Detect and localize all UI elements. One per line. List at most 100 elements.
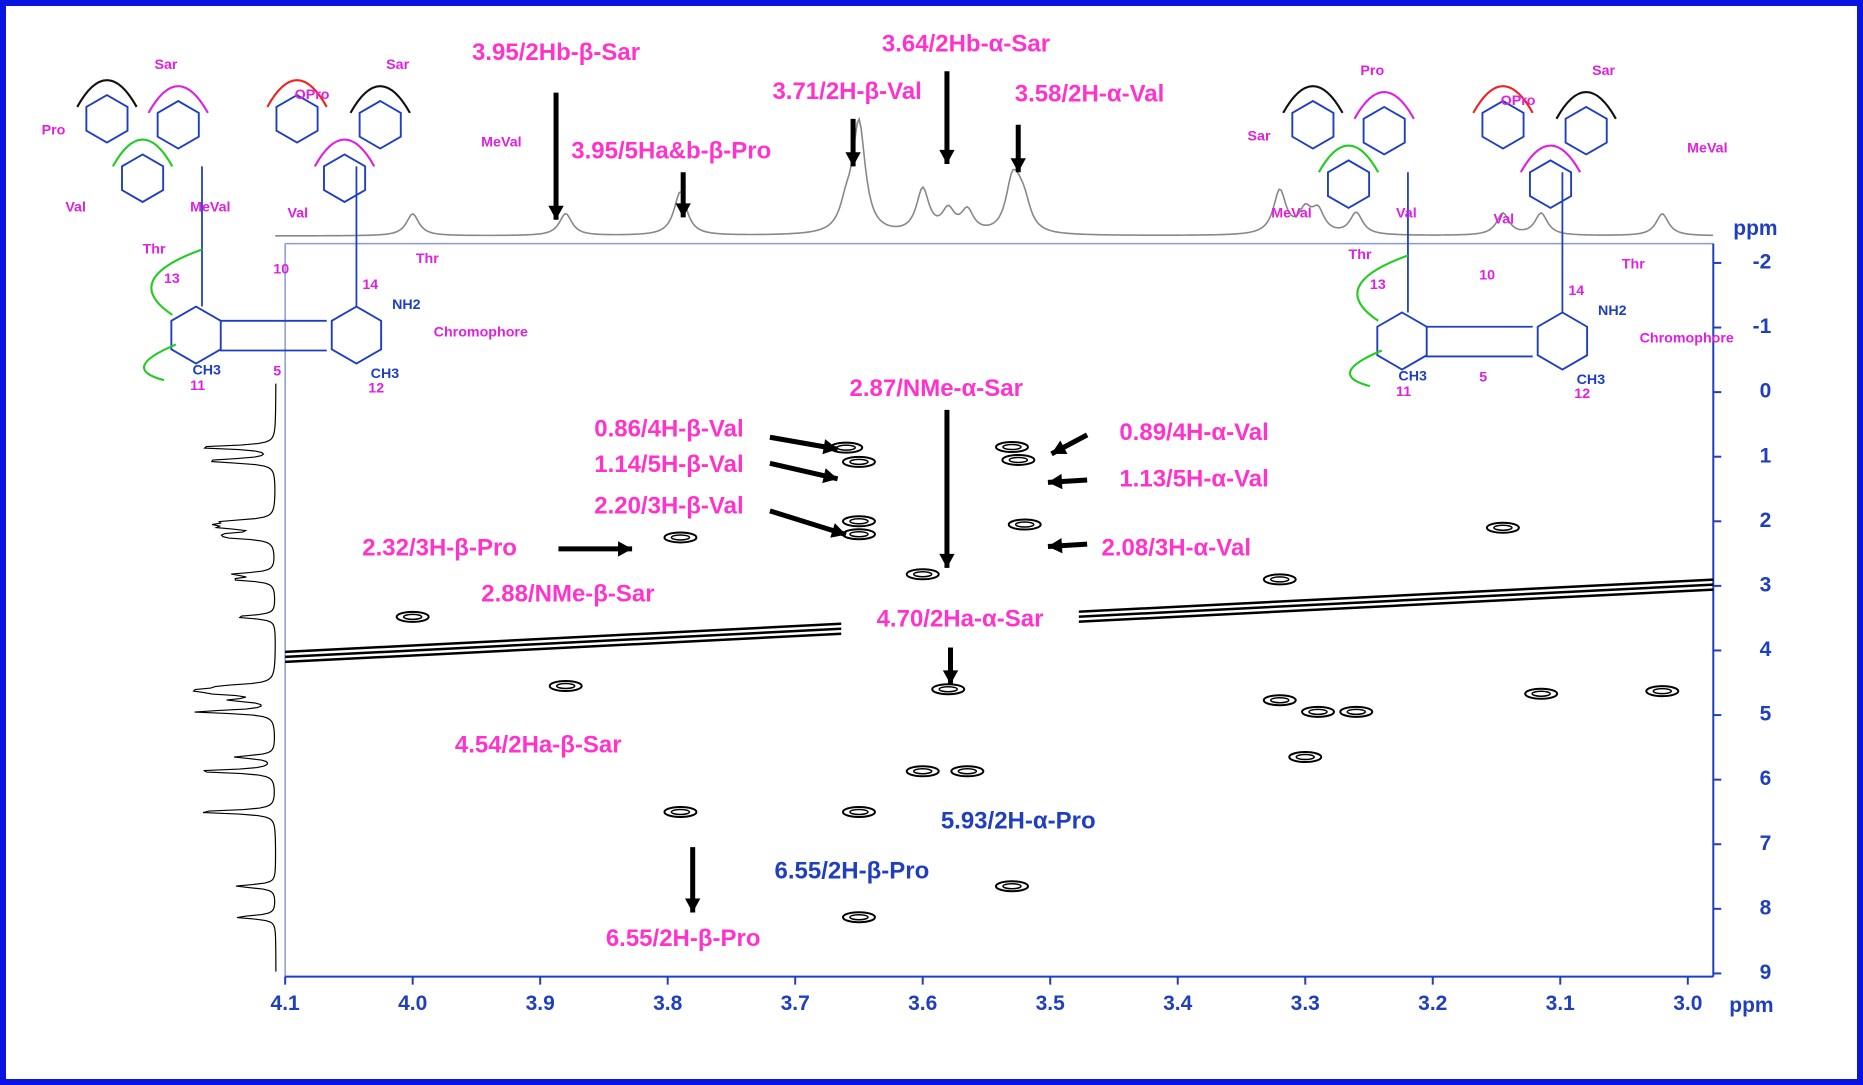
x-tick-label: 3.2 (1418, 992, 1447, 1015)
cross-peak (395, 610, 430, 623)
ring (1376, 311, 1428, 371)
structure-label: Thr (143, 241, 166, 257)
structure-label: 14 (362, 277, 378, 293)
arrow-head (822, 468, 838, 484)
correlation-arc (313, 138, 376, 167)
contour-inner (1308, 708, 1328, 716)
x-tick-label: 3.9 (526, 992, 555, 1015)
correlation-arc (76, 79, 138, 108)
correlation-arc (349, 85, 411, 114)
annotation: 3.71/2H-β-Val (772, 78, 921, 105)
cross-peak (1485, 521, 1520, 534)
structure-label: Thr (416, 251, 439, 267)
contour-inner (849, 518, 869, 525)
structure-label: MeVal (1271, 206, 1311, 222)
structure-label: OPro (1501, 93, 1536, 109)
structure-label: CH3 (371, 366, 400, 382)
structure: Pro Sar MeVal Val Thr OPro Sar MeVal Val Thr Chrom… (1248, 63, 1734, 402)
cross-peak (663, 531, 698, 544)
structure-label: Thr (1622, 257, 1645, 273)
y-tick-label: 0 (1760, 380, 1772, 403)
cross-peak (1645, 685, 1680, 698)
y-tick-label: -1 (1753, 315, 1772, 338)
contour-inner (849, 808, 869, 816)
correlation-arc (1353, 91, 1415, 120)
arrow-head (548, 205, 564, 220)
annotation: 3.95/2Hb-β-Sar (472, 39, 640, 66)
ring (156, 99, 200, 150)
annotation: 2.88/NMe-β-Sar (481, 581, 654, 608)
cross-peak (931, 683, 966, 696)
contour-inner (1014, 521, 1035, 528)
contour-inner (1493, 524, 1513, 532)
y-tick-label: 6 (1760, 767, 1772, 790)
structure-label: 5 (1479, 370, 1487, 386)
contour-inner (957, 768, 978, 775)
structure-label: MeVal (1687, 140, 1727, 156)
structure-label: 12 (1574, 386, 1590, 402)
arrow-head (942, 670, 959, 685)
structure-label: Val (1493, 212, 1514, 228)
annotation: 2.20/3H-β-Val (594, 493, 743, 520)
correlation-arc (1282, 85, 1344, 114)
correlation-arc (147, 85, 209, 114)
ring (1564, 105, 1608, 156)
structure-label: Pro (1360, 63, 1384, 79)
arrow-head (685, 898, 701, 913)
y-axis-label: ppm (1733, 217, 1777, 240)
correlation-arc (266, 79, 328, 108)
bond (1407, 172, 1564, 358)
y-tick-label: 1 (1760, 444, 1772, 467)
contour-inner (849, 913, 869, 921)
contour-inner (912, 571, 933, 578)
annotation: 6.55/2H-β-Pro (606, 925, 761, 952)
annotation: 0.89/4H-α-Val (1119, 419, 1269, 446)
x-tick-label: 3.8 (653, 992, 683, 1015)
structure-label: 10 (273, 261, 289, 277)
structure-label: Val (1396, 206, 1417, 222)
structure-label: Sar (1592, 63, 1615, 79)
ring (1481, 99, 1525, 150)
contour-inner (849, 530, 869, 538)
structure-label: Sar (154, 57, 177, 73)
cross-peak (1339, 705, 1374, 718)
annotation: 4.70/2Ha-α-Sar (877, 606, 1044, 633)
cross-peak (841, 911, 876, 924)
cross-peak (841, 528, 876, 541)
x-tick-label: 3.4 (1163, 992, 1193, 1015)
annotation: 2.08/3H-α-Val (1102, 534, 1252, 561)
x-tick-label: 3.0 (1673, 992, 1702, 1015)
arrow-head (1051, 440, 1068, 455)
cross-peak (1301, 705, 1336, 718)
contour-inner (836, 444, 856, 451)
structure-label: MeVal (481, 134, 521, 150)
contour-inner (1531, 690, 1551, 698)
annotation: 5.93/2H-α-Pro (941, 808, 1096, 835)
structure-label: Sar (386, 57, 409, 73)
arrow-head (845, 152, 861, 167)
arrow-head (830, 523, 846, 538)
contour-inner (555, 682, 576, 690)
ring (358, 99, 402, 150)
annotation: 1.13/5H-α-Val (1119, 465, 1269, 492)
y-tick-label: -2 (1753, 250, 1772, 273)
structure-label: OPro (295, 87, 330, 103)
arrow-head (822, 439, 838, 455)
ring (1362, 105, 1406, 156)
cross-peak (950, 765, 985, 778)
x-tick-label: 3.5 (1036, 992, 1066, 1015)
structure-label: 10 (1479, 267, 1495, 283)
ring (170, 305, 222, 365)
contour-inner (938, 685, 958, 693)
arrow-head (618, 541, 633, 557)
ring (323, 153, 367, 204)
cross-peak (1524, 687, 1559, 700)
x-tick-label: 4.0 (398, 992, 427, 1015)
label-bg (841, 596, 1079, 644)
structure-label: CH3 (1398, 368, 1427, 384)
structure-label: CH3 (1577, 372, 1606, 388)
cross-peak (905, 765, 940, 778)
contour-inner (1008, 456, 1029, 464)
ring (330, 305, 383, 365)
